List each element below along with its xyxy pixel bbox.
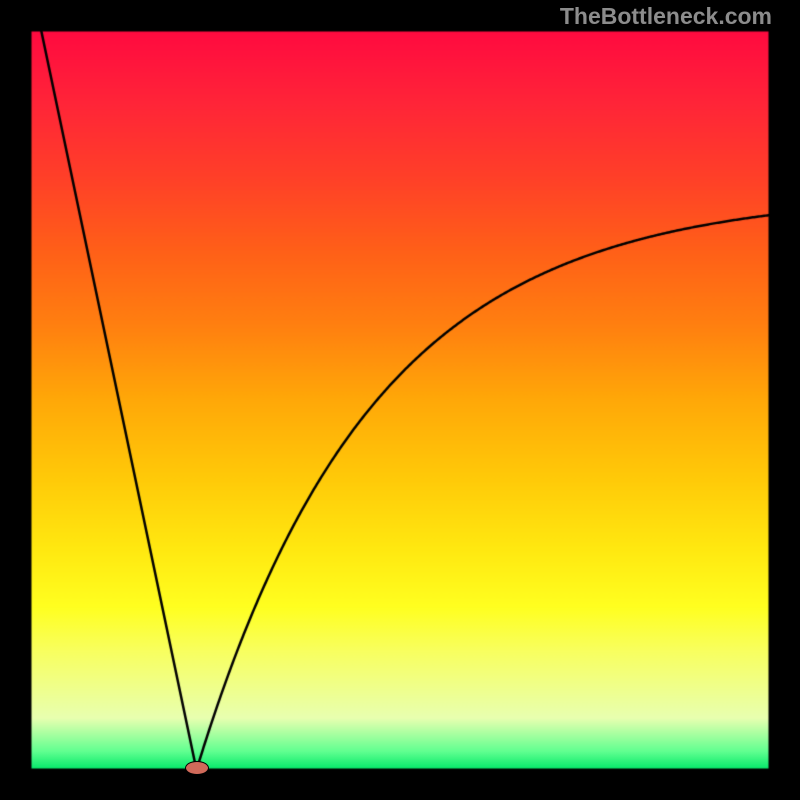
bottleneck-curve <box>30 30 770 770</box>
chart-container: TheBottleneck.com <box>0 0 800 800</box>
watermark-text: TheBottleneck.com <box>560 3 772 30</box>
plot-area <box>30 30 770 770</box>
optimal-point-marker <box>185 761 209 775</box>
